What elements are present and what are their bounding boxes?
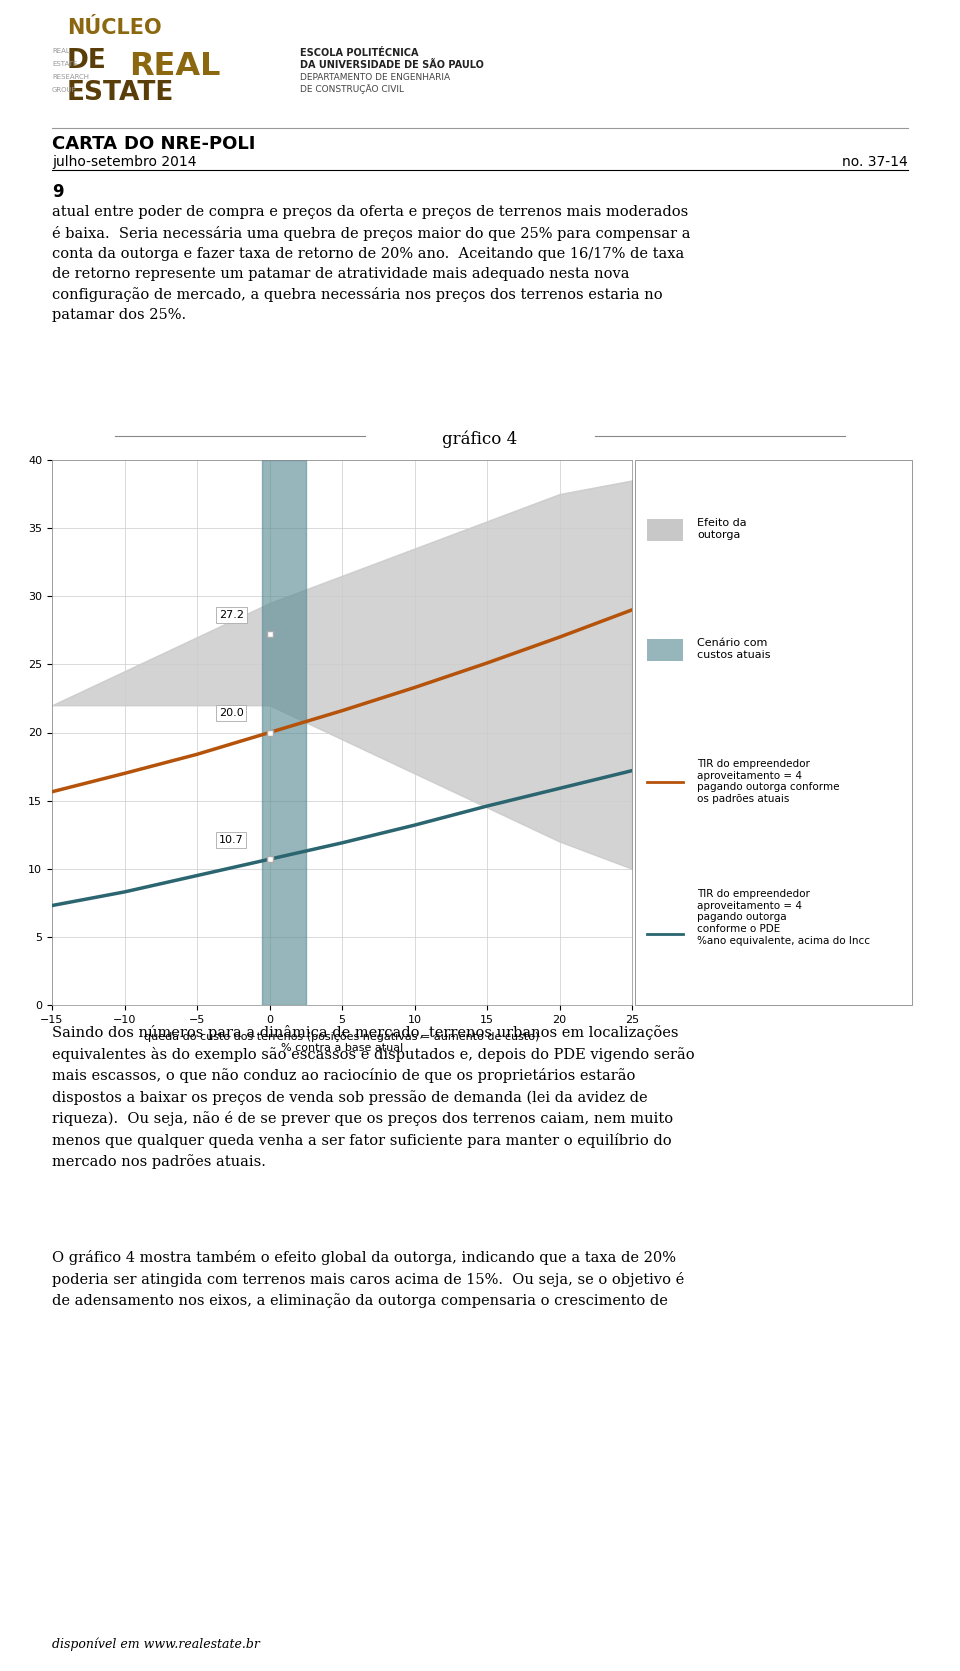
Text: Cenário com
custos atuais: Cenário com custos atuais — [697, 638, 771, 660]
Text: no. 37-14: no. 37-14 — [842, 155, 908, 169]
Text: ESTATE: ESTATE — [52, 62, 78, 67]
Text: 20.0: 20.0 — [219, 709, 244, 719]
Text: ESTATE: ESTATE — [67, 80, 175, 105]
Text: CARTA: CARTA — [52, 135, 123, 154]
Text: REAL: REAL — [130, 52, 221, 82]
Text: disponível em www.realestate.br: disponível em www.realestate.br — [52, 1638, 260, 1651]
Text: 9: 9 — [52, 184, 63, 201]
Bar — [262, 460, 305, 1004]
Text: ESCOLA POLITÉCNICA: ESCOLA POLITÉCNICA — [300, 48, 419, 58]
Text: Efeito da
outorga: Efeito da outorga — [697, 518, 747, 540]
Text: 10.7: 10.7 — [219, 836, 244, 846]
Text: DA UNIVERSIDADE DE SÃO PAULO: DA UNIVERSIDADE DE SÃO PAULO — [300, 60, 484, 70]
Text: REAL: REAL — [52, 48, 70, 53]
Text: Saindo dos números para a dinâmica de mercado, terrenos urbanos em localizações
: Saindo dos números para a dinâmica de me… — [52, 1024, 695, 1170]
Text: NÚCLEO: NÚCLEO — [67, 18, 161, 38]
Text: DO NRE-POLI: DO NRE-POLI — [124, 135, 255, 154]
Text: DE: DE — [67, 48, 107, 74]
Text: DEPARTAMENTO DE ENGENHARIA: DEPARTAMENTO DE ENGENHARIA — [300, 74, 450, 82]
Text: GROUP: GROUP — [52, 87, 77, 94]
Text: RESEARCH: RESEARCH — [52, 74, 89, 80]
Text: julho-setembro 2014: julho-setembro 2014 — [52, 155, 197, 169]
Text: gráfico 4: gráfico 4 — [443, 429, 517, 448]
Text: O gráfico 4 mostra também o efeito global da outorga, indicando que a taxa de 20: O gráfico 4 mostra também o efeito globa… — [52, 1250, 684, 1308]
Text: atual entre poder de compra e preços da oferta e preços de terrenos mais moderad: atual entre poder de compra e preços da … — [52, 206, 690, 323]
X-axis label: queda do custo dos terrenos (posições negativas = aumento de custo)
% contra a b: queda do custo dos terrenos (posições ne… — [144, 1031, 540, 1053]
Text: DE CONSTRUÇÃO CIVIL: DE CONSTRUÇÃO CIVIL — [300, 84, 404, 94]
Text: 27.2: 27.2 — [219, 610, 244, 620]
Text: TIR do empreendedor
aproveitamento = 4
pagando outorga
conforme o PDE
%ano equiv: TIR do empreendedor aproveitamento = 4 p… — [697, 889, 871, 946]
Text: TIR do empreendedor
aproveitamento = 4
pagando outorga conforme
os padrões atuai: TIR do empreendedor aproveitamento = 4 p… — [697, 759, 840, 804]
